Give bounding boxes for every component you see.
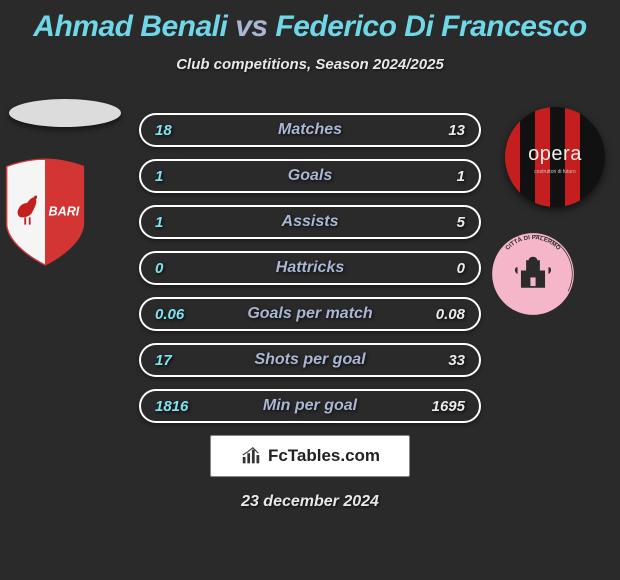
page-title: Ahmad Benali vs Federico Di Francesco xyxy=(0,10,620,44)
stats-table: 18 Matches 13 1 Goals 1 1 Assists 5 0 Ha… xyxy=(139,113,481,423)
player1-photo xyxy=(9,99,121,127)
stat-right: 13 xyxy=(448,122,465,139)
stat-left: 18 xyxy=(155,122,172,139)
stat-row: 18 Matches 13 xyxy=(139,113,481,147)
stat-label: Hattricks xyxy=(276,259,344,277)
stat-right: 1695 xyxy=(432,398,465,415)
stat-left: 1 xyxy=(155,214,163,231)
bari-badge: BARI xyxy=(0,157,90,267)
stat-label: Assists xyxy=(282,213,339,231)
stat-label: Goals per match xyxy=(247,305,372,323)
stat-row: 1816 Min per goal 1695 xyxy=(139,389,481,423)
right-column: costruttori di futuro CITTÀ DI PALERMO xyxy=(490,107,620,322)
stat-row: 1 Assists 5 xyxy=(139,205,481,239)
stat-left: 1 xyxy=(155,168,163,185)
stat-left: 1816 xyxy=(155,398,188,415)
date-label: 23 december 2024 xyxy=(0,493,620,511)
stat-right: 0.08 xyxy=(436,306,465,323)
player2-name: Federico Di Francesco xyxy=(275,10,586,43)
svg-text:BARI: BARI xyxy=(49,205,80,219)
left-column: BARI xyxy=(0,99,130,272)
stat-left: 17 xyxy=(155,352,172,369)
stat-left: 0 xyxy=(155,260,163,277)
stat-left: 0.06 xyxy=(155,306,184,323)
comparison-card: Ahmad Benali vs Federico Di Francesco Cl… xyxy=(0,0,620,580)
stat-right: 33 xyxy=(448,352,465,369)
brand-badge[interactable]: FcTables.com xyxy=(210,435,410,477)
chart-bars-icon xyxy=(240,445,262,467)
player1-name: Ahmad Benali xyxy=(33,10,227,43)
jersey-subtext: costruttori di futuro xyxy=(505,169,605,175)
foggia-jersey: costruttori di futuro xyxy=(505,107,605,207)
stat-row: 0 Hattricks 0 xyxy=(139,251,481,285)
brand-text: FcTables.com xyxy=(268,446,380,466)
stat-label: Min per goal xyxy=(263,397,357,415)
stat-label: Matches xyxy=(278,121,342,139)
subtitle: Club competitions, Season 2024/2025 xyxy=(0,56,620,73)
stat-right: 5 xyxy=(457,214,465,231)
stat-row: 17 Shots per goal 33 xyxy=(139,343,481,377)
stat-label: Shots per goal xyxy=(254,351,365,369)
main-panel: BARI costruttori di futuro CITTÀ DI PALE… xyxy=(0,113,620,511)
vs-label: vs xyxy=(235,10,267,43)
stat-right: 1 xyxy=(457,168,465,185)
stat-right: 0 xyxy=(457,260,465,277)
stat-row: 0.06 Goals per match 0.08 xyxy=(139,297,481,331)
stat-row: 1 Goals 1 xyxy=(139,159,481,193)
stat-label: Goals xyxy=(288,167,332,185)
palermo-badge: CITTÀ DI PALERMO xyxy=(490,231,576,317)
